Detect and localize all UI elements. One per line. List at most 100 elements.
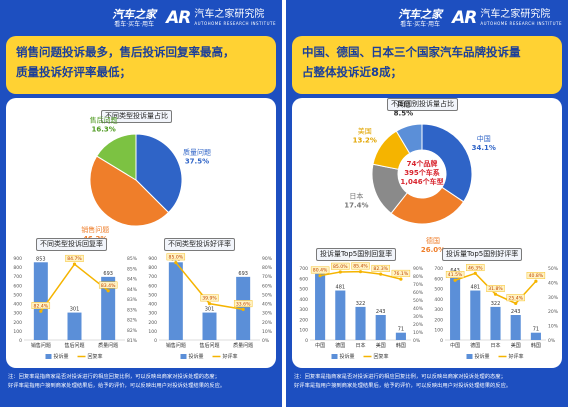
y2-tick-label: 83% (127, 307, 138, 313)
y-tick-label: 100 (13, 329, 22, 335)
donut-center-line: 395个车系 (404, 168, 440, 177)
ar-logo-icon: AR (452, 8, 477, 28)
y2-tick-label: 90% (262, 256, 273, 262)
y-tick-label: 300 (299, 307, 308, 313)
y2-tick-label: 60% (413, 290, 424, 296)
y-tick-label: 600 (13, 283, 22, 289)
country-praise-chart-title: 投诉量Top5国别好评率 (442, 248, 523, 261)
y-tick-label: 300 (13, 311, 22, 317)
rate-label-box (331, 262, 350, 270)
y-tick-label: 100 (148, 329, 157, 335)
legend-bar-swatch (45, 354, 52, 359)
x-tick-label: 日本 (490, 342, 500, 349)
country-reply-rate-chart: 0 100 200 300 400 500 600 700 0% 10% 20% 30% 40% 50% 6… (299, 262, 424, 360)
y-tick-label: 0 (154, 338, 157, 344)
rate-point-0 (318, 274, 322, 278)
brand-header: 汽车之家 看车·买车·用车 AR 汽车之家研究院 AUTOHOME RESEAR… (112, 4, 276, 32)
x-tick-label: 韩国 (396, 342, 406, 349)
pie-slice-0 (421, 123, 473, 203)
bar-0 (315, 273, 326, 340)
y2-tick-label: 0% (413, 338, 421, 344)
rate-label-box (391, 269, 411, 277)
rate-label: 41.5% (448, 272, 463, 278)
rate-label: 25.4% (508, 295, 523, 301)
y2-tick-label: 30% (413, 314, 424, 320)
bar-value-label: 243 (511, 309, 521, 315)
y2-tick-label: 10% (413, 330, 424, 336)
bar-0 (33, 262, 48, 340)
x-tick-label: 销售问题 (31, 342, 51, 349)
y2-tick-label: 90% (413, 266, 424, 272)
bar-value-label: 243 (376, 309, 386, 315)
donut-center-line: 74个品牌 (407, 159, 438, 168)
y-tick-label: 100 (434, 328, 443, 334)
y-tick-label: 500 (148, 292, 157, 298)
rate-point-1 (473, 271, 477, 275)
y2-tick-label: 82% (127, 318, 138, 324)
legend-line-label: 回复率 (374, 353, 389, 360)
rate-label: 85.0% (333, 264, 348, 270)
y2-tick-label: 83% (127, 297, 138, 303)
y2-tick-label: 81% (127, 338, 138, 344)
y2-tick-label: 50% (262, 292, 273, 298)
right-infographic-panel: 汽车之家 看车·买车·用车 AR 汽车之家研究院 AUTOHOME RESEAR… (286, 0, 568, 407)
slice-label: 售后问题 (90, 115, 118, 124)
legend-bar-swatch (180, 354, 187, 359)
y2-tick-label: 20% (413, 322, 424, 328)
x-tick-label: 德国 (335, 342, 345, 349)
y-tick-label: 600 (148, 283, 157, 289)
rate-label: 84.7% (67, 256, 82, 262)
rate-label: 31.8% (488, 286, 503, 292)
x-tick-label: 美国 (376, 342, 386, 349)
bar-0 (450, 273, 461, 340)
country-praise-rate-chart: 0 100 200 300 400 500 600 700 0% 10% 20% 30% 40% 50% 6… (434, 264, 559, 360)
x-tick-label: 美国 (511, 342, 521, 349)
rate-point-0 (453, 278, 457, 282)
y2-tick-label: 85% (127, 266, 138, 272)
rate-point-1 (207, 302, 212, 306)
rate-label-box (351, 262, 370, 270)
headline-line: 质量投诉好评率最低； (16, 65, 131, 79)
donut-chart-title: 不同国别投诉量占比 (387, 98, 458, 111)
y2-tick-label: 84% (127, 277, 138, 283)
bar-value-label: 301 (205, 307, 215, 313)
y2-tick-label: 40% (262, 302, 273, 308)
y-tick-label: 900 (148, 256, 157, 262)
y-tick-label: 100 (299, 328, 308, 334)
bar-1 (470, 290, 481, 340)
y-tick-label: 200 (13, 320, 22, 326)
rate-label-box (200, 294, 219, 302)
bar-2 (355, 306, 366, 340)
legend-bar-label: 投诉量 (475, 353, 490, 360)
x-tick-label: 中国 (315, 342, 325, 349)
institute-name-en: AUTOHOME RESEARCH INSTITUTE (194, 21, 276, 26)
bar-4 (530, 332, 541, 340)
slice-value: 8.5% (394, 110, 413, 118)
legend-bar-label: 投诉量 (54, 353, 69, 360)
slice-value: 17.4% (344, 201, 368, 209)
rate-point-0 (39, 309, 43, 313)
rate-label: 85.4% (353, 264, 368, 270)
y2-tick-label: 82% (127, 328, 138, 334)
x-tick-label: 德国 (470, 342, 480, 349)
pie-slice-0 (135, 133, 183, 214)
y-tick-label: 700 (148, 274, 157, 280)
legend-bar-swatch (466, 354, 473, 359)
legend-line-label: 好评率 (223, 353, 238, 360)
bar-value-label: 481 (336, 285, 346, 291)
rate-label: 76.1% (394, 271, 409, 277)
reply-rate-chart-title: 不同类型投诉回复率 (36, 238, 107, 251)
bar-value-label: 643 (450, 268, 460, 274)
bar-4 (395, 332, 406, 340)
left-footnote: 注：回复率是指商家是否对投诉进行的相应回复比例，可以反映出商家对投诉处理的态度；… (8, 373, 276, 391)
bar-value-label: 301 (70, 307, 80, 313)
slice-label: 其他 (396, 100, 410, 109)
rate-point-1 (72, 262, 77, 266)
rate-point-2 (106, 289, 110, 293)
slice-label: 中国 (477, 134, 491, 143)
bar-value-label: 693 (103, 271, 113, 277)
pie-slice-2 (96, 133, 137, 181)
y-tick-label: 600 (434, 276, 443, 282)
